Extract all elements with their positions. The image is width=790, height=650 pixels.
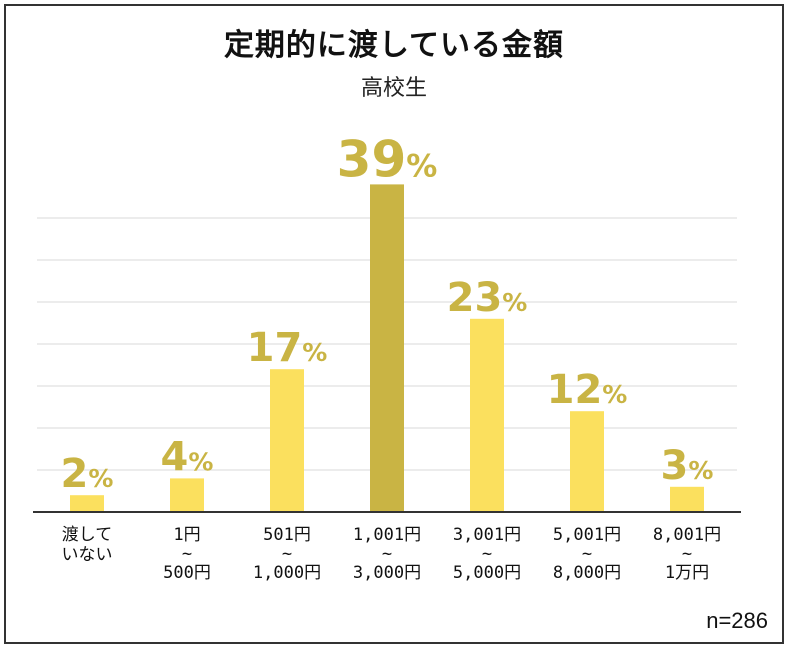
- tick-label: ~: [182, 544, 192, 564]
- data-label: 3%: [661, 443, 714, 489]
- tick-label: ~: [482, 544, 492, 564]
- data-label: 4%: [161, 434, 214, 480]
- data-label: 17%: [247, 325, 328, 371]
- tick-label: ~: [582, 544, 592, 564]
- tick-label: いない: [62, 545, 113, 565]
- bar: [70, 495, 104, 512]
- tick-label: 渡して: [62, 525, 113, 545]
- data-label: 12%: [547, 367, 628, 413]
- tick-label: 5,000円: [453, 563, 521, 583]
- tick-label: ~: [682, 544, 692, 564]
- data-label: 23%: [447, 275, 528, 321]
- chart-title: 定期的に渡している金額: [223, 28, 565, 63]
- sample-size-note: n=286: [706, 608, 768, 633]
- tick-label: 501円: [263, 525, 311, 545]
- tick-label: ~: [382, 544, 392, 564]
- tick-label: 1万円: [665, 563, 709, 583]
- data-label: 39%: [337, 130, 438, 188]
- bar: [470, 318, 504, 512]
- tick-label: 1,001円: [353, 525, 421, 545]
- data-label: 2%: [61, 451, 114, 497]
- chart-subtitle: 高校生: [360, 76, 427, 101]
- bar: [670, 486, 704, 512]
- tick-label: 5,001円: [553, 525, 621, 545]
- tick-label: ~: [282, 544, 292, 564]
- tick-label: 3,001円: [453, 525, 521, 545]
- tick-label: 8,000円: [553, 563, 621, 583]
- tick-label: 1円: [173, 525, 200, 545]
- tick-label: 1,000円: [253, 563, 321, 583]
- tick-label: 500円: [163, 563, 211, 583]
- bar: [570, 411, 604, 512]
- tick-label: 3,000円: [353, 563, 421, 583]
- bar: [270, 369, 304, 512]
- bar: [170, 478, 204, 512]
- bar: [370, 184, 404, 512]
- tick-label: 8,001円: [653, 525, 721, 545]
- chart-frame: 定期的に渡している金額 高校生 n=286: [4, 4, 784, 644]
